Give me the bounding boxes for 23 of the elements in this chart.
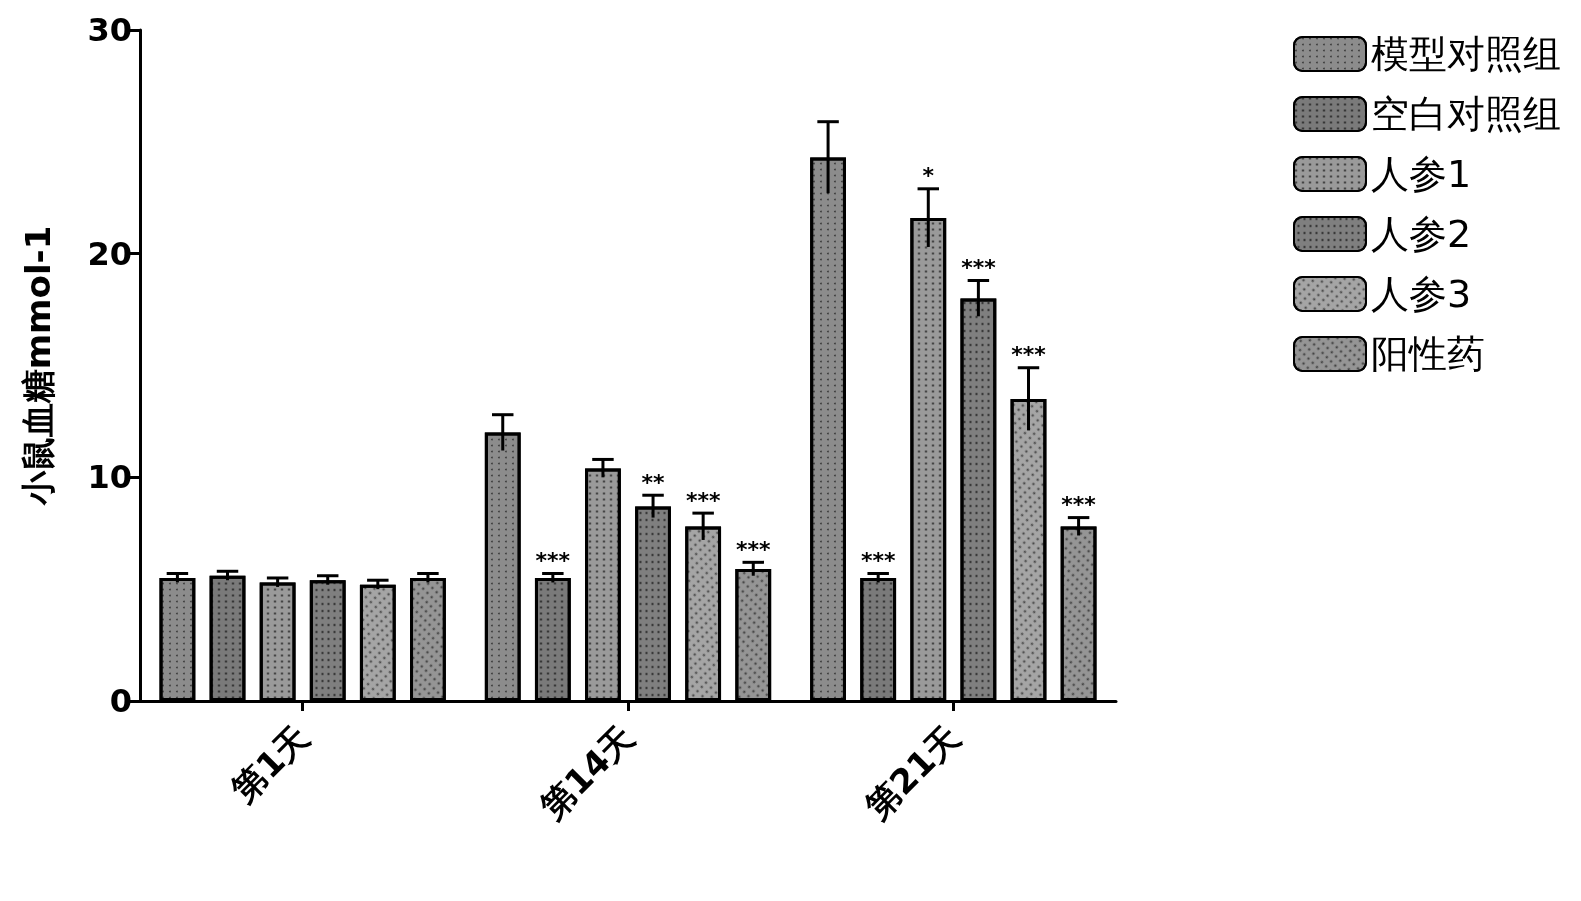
legend-label: 模型对照组 bbox=[1371, 32, 1561, 76]
data-label: *** bbox=[736, 536, 772, 562]
data-label: *** bbox=[860, 548, 896, 574]
data-label: *** bbox=[961, 255, 997, 281]
x-tick-label: 第14天 bbox=[531, 716, 643, 828]
data-label: *** bbox=[685, 487, 721, 513]
y-tick-label: 20 bbox=[87, 234, 132, 273]
legend-label: 阳性药 bbox=[1371, 332, 1485, 376]
data-label: * bbox=[922, 163, 935, 189]
data-label: ** bbox=[641, 469, 666, 495]
data-label: *** bbox=[535, 548, 571, 574]
legend-label: 人参1 bbox=[1371, 152, 1472, 196]
x-tick-label: 第21天 bbox=[856, 716, 968, 828]
legend-label: 人参2 bbox=[1371, 212, 1472, 256]
y-tick-label: 30 bbox=[87, 11, 132, 49]
y-axis-title: 小鼠血糖mmol-1 bbox=[18, 225, 58, 507]
legend-label: 空白对照组 bbox=[1371, 92, 1561, 136]
data-label: *** bbox=[1061, 492, 1097, 518]
y-tick-label: 10 bbox=[87, 458, 132, 497]
y-tick-label: 0 bbox=[109, 682, 132, 720]
x-tick-label: 第1天 bbox=[223, 716, 317, 811]
legend-label: 人参3 bbox=[1371, 272, 1472, 316]
data-label: *** bbox=[1011, 342, 1047, 368]
